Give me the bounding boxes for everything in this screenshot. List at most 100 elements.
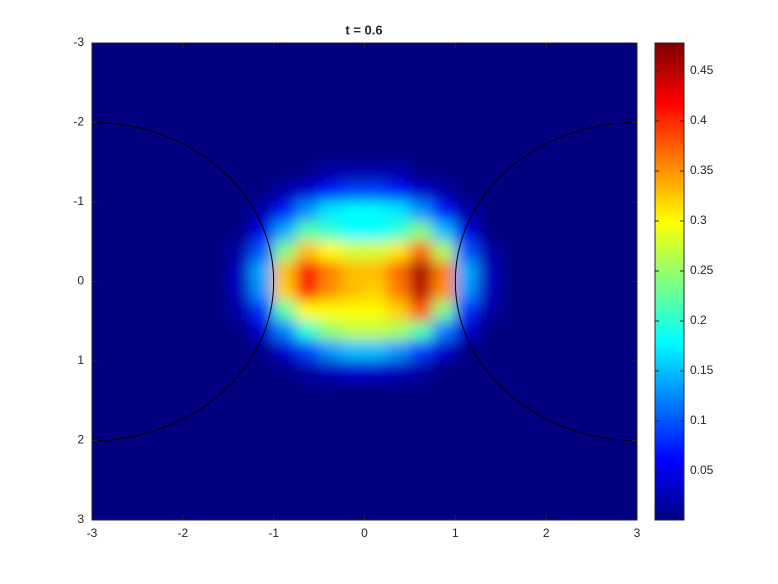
heatmap-cell: [386, 82, 411, 104]
heatmap-cell: [591, 281, 615, 302]
heatmap-cell: [568, 241, 593, 263]
heatmap-cell: [114, 479, 138, 501]
heatmap-cell: [386, 320, 411, 342]
heatmap-cell: [386, 141, 411, 163]
heatmap-cell: [227, 221, 252, 243]
heatmap-cell: [159, 43, 184, 64]
heatmap-cell: [591, 102, 615, 123]
colorbar-tick-label: 0.05: [690, 463, 714, 477]
heatmap-cell: [341, 340, 365, 362]
heatmap-cell: [114, 499, 138, 520]
heatmap-cell: [250, 241, 275, 263]
colorbar-tick-label: 0.35: [690, 163, 714, 177]
heatmap-cell: [364, 102, 388, 123]
heatmap-cell: [205, 181, 229, 203]
heatmap-cell: [136, 141, 161, 163]
heatmap-cell: [318, 102, 343, 123]
y-tick-label: -1: [73, 194, 84, 208]
heatmap-cell: [454, 420, 479, 441]
heatmap-cell: [341, 141, 365, 163]
heatmap-cell: [477, 281, 502, 302]
heatmap-cell: [205, 201, 229, 223]
heatmap-cell: [341, 221, 365, 243]
heatmap-cell: [477, 440, 502, 461]
heatmap-cell: [205, 420, 229, 441]
heatmap-cell: [568, 221, 593, 243]
heatmap-cell: [92, 161, 116, 183]
heatmap-cell: [500, 43, 524, 64]
heatmap-cell: [500, 499, 524, 520]
heatmap-cell: [522, 241, 547, 263]
heatmap-cell: [159, 122, 184, 143]
x-tick-label: -3: [87, 526, 98, 540]
heatmap-cell: [114, 181, 138, 203]
heatmap-cell: [273, 241, 297, 263]
heatmap-cell: [409, 62, 434, 84]
heatmap-cell: [409, 320, 434, 342]
heatmap-cell: [591, 320, 615, 342]
heatmap-cell: [409, 161, 434, 183]
heatmap-cell: [159, 340, 184, 362]
heatmap-cell: [500, 201, 524, 223]
heatmap-cell: [386, 459, 411, 481]
heatmap-cell: [500, 141, 524, 163]
heatmap-cell: [341, 43, 365, 64]
heatmap-cell: [114, 241, 138, 263]
heatmap-cell: [159, 62, 184, 84]
heatmap-cell: [522, 320, 547, 342]
heatmap-cell: [205, 300, 229, 322]
heatmap-cell: [432, 122, 456, 143]
colorbar-tick-label: 0.2: [690, 313, 707, 327]
heatmap-cell: [205, 320, 229, 342]
heatmap-cell: [250, 479, 275, 501]
heatmap-cell: [318, 221, 343, 243]
heatmap-cell: [432, 62, 456, 84]
heatmap-cell: [386, 340, 411, 362]
heatmap-cell: [591, 201, 615, 223]
heatmap-cell: [273, 141, 297, 163]
heatmap-cell: [591, 479, 615, 501]
heatmap-cell: [500, 360, 524, 382]
heatmap-cell: [92, 221, 116, 243]
heatmap-cell: [114, 141, 138, 163]
heatmap-cell: [227, 340, 252, 362]
heatmap-cell: [273, 340, 297, 362]
heatmap-cell: [522, 201, 547, 223]
heatmap-cell: [454, 300, 479, 322]
heatmap-cell: [250, 300, 275, 322]
heatmap-cell: [545, 82, 570, 104]
heatmap-cell: [477, 380, 502, 402]
heatmap-cell: [205, 340, 229, 362]
heatmap-cell: [295, 102, 320, 123]
heatmap-cell: [500, 82, 524, 104]
heatmap-cell: [568, 499, 593, 520]
heatmap-cell: [295, 440, 320, 461]
heatmap-cell: [613, 440, 637, 461]
heatmap-cell: [591, 380, 615, 402]
heatmap-cell: [341, 479, 365, 501]
heatmap-cell: [92, 281, 116, 302]
heatmap-cell: [182, 161, 207, 183]
heatmap-cell: [159, 181, 184, 203]
heatmap-cell: [114, 340, 138, 362]
heatmap-cell: [591, 300, 615, 322]
heatmap-cell: [92, 380, 116, 402]
heatmap-cell: [227, 82, 252, 104]
heatmap-cell: [568, 300, 593, 322]
heatmap-cell: [545, 400, 570, 422]
heatmap-cell: [114, 62, 138, 84]
heatmap-cell: [114, 300, 138, 322]
heatmap-cell: [159, 241, 184, 263]
heatmap-cell: [522, 261, 547, 282]
heatmap-cell: [318, 360, 343, 382]
heatmap-cell: [432, 440, 456, 461]
heatmap-cell: [182, 181, 207, 203]
heatmap-cell: [409, 281, 434, 302]
heatmap-cell: [432, 479, 456, 501]
heatmap-cell: [295, 43, 320, 64]
heatmap-cell: [295, 181, 320, 203]
heatmap-cell: [250, 122, 275, 143]
heatmap-cell: [114, 400, 138, 422]
heatmap-cell: [477, 300, 502, 322]
